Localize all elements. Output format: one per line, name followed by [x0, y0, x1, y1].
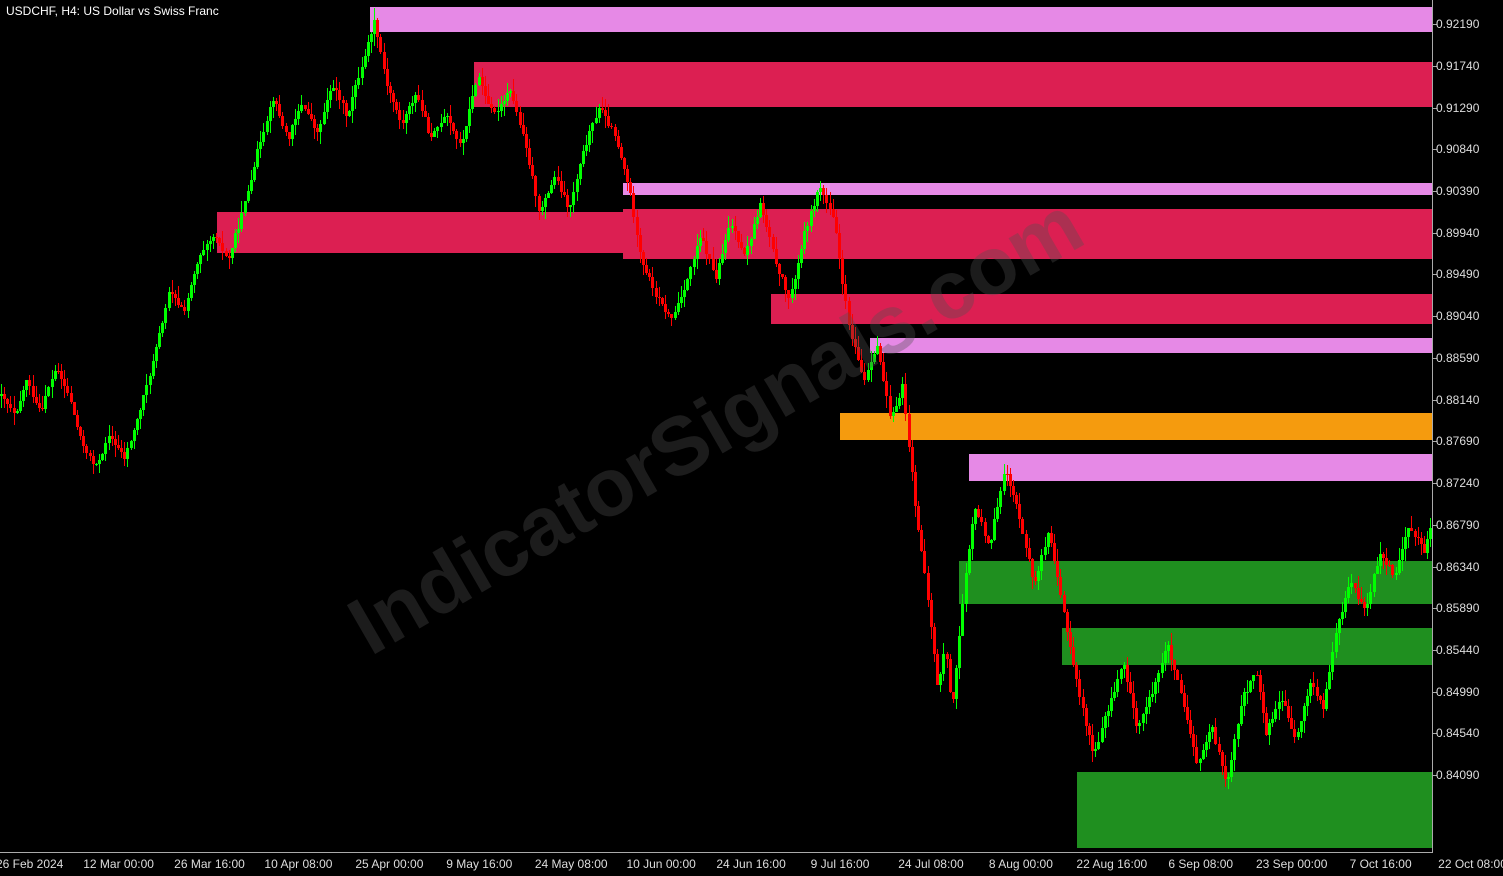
y-axis-label: 0.87690	[1436, 434, 1479, 448]
y-axis-label: 0.89040	[1436, 309, 1479, 323]
x-axis-label: 10 Apr 08:00	[264, 857, 332, 871]
y-axis-label: 0.84090	[1436, 768, 1479, 782]
x-axis: 26 Feb 2024 12 Mar 00:00 26 Mar 16:00 10 Ap…	[0, 853, 1433, 876]
y-axis-label: 0.86790	[1436, 518, 1479, 532]
y-axis-label: 0.92190	[1436, 17, 1479, 31]
y-axis-label: 0.86340	[1436, 560, 1479, 574]
x-axis-label: 6 Sep 08:00	[1168, 857, 1233, 871]
x-axis-label: 9 Jul 16:00	[811, 857, 870, 871]
x-axis-label: 10 Jun 00:00	[626, 857, 695, 871]
y-axis-label: 0.88140	[1436, 393, 1479, 407]
candles-layer	[0, 0, 1432, 852]
y-axis-label: 0.85440	[1436, 643, 1479, 657]
chart-title: USDCHF, H4: US Dollar vs Swiss Franc	[6, 4, 219, 18]
x-axis-label: 7 Oct 16:00	[1350, 857, 1412, 871]
y-axis-label: 0.87240	[1436, 476, 1479, 490]
x-axis-label: 12 Mar 00:00	[83, 857, 154, 871]
x-axis-label: 23 Sep 00:00	[1256, 857, 1327, 871]
x-axis-label: 26 Feb 2024	[0, 857, 63, 871]
y-axis-label: 0.90390	[1436, 184, 1479, 198]
y-axis-label: 0.91290	[1436, 101, 1479, 115]
y-axis-label: 0.84540	[1436, 726, 1479, 740]
x-axis-label: 24 May 08:00	[535, 857, 608, 871]
chart-container[interactable]: USDCHF, H4: US Dollar vs Swiss Franc Ind…	[0, 0, 1503, 876]
x-axis-label: 26 Mar 16:00	[174, 857, 245, 871]
y-axis: 0.92190 0.91740 0.91290 0.90840 0.90390 0.899…	[1433, 0, 1503, 853]
y-axis-label: 0.89940	[1436, 226, 1479, 240]
x-axis-label: 25 Apr 00:00	[355, 857, 423, 871]
x-axis-label: 22 Aug 16:00	[1076, 857, 1147, 871]
y-axis-label: 0.85890	[1436, 601, 1479, 615]
y-axis-label: 0.90840	[1436, 142, 1479, 156]
x-axis-label: 22 Oct 08:00	[1438, 857, 1503, 871]
x-axis-label: 9 May 16:00	[446, 857, 512, 871]
x-axis-label: 8 Aug 00:00	[989, 857, 1053, 871]
y-axis-label: 0.84990	[1436, 685, 1479, 699]
x-axis-label: 24 Jul 08:00	[898, 857, 963, 871]
y-axis-label: 0.88590	[1436, 351, 1479, 365]
y-axis-label: 0.89490	[1436, 267, 1479, 281]
y-axis-label: 0.91740	[1436, 59, 1479, 73]
x-axis-label: 24 Jun 16:00	[716, 857, 785, 871]
chart-area[interactable]: IndicatorSignals.com	[0, 0, 1433, 853]
